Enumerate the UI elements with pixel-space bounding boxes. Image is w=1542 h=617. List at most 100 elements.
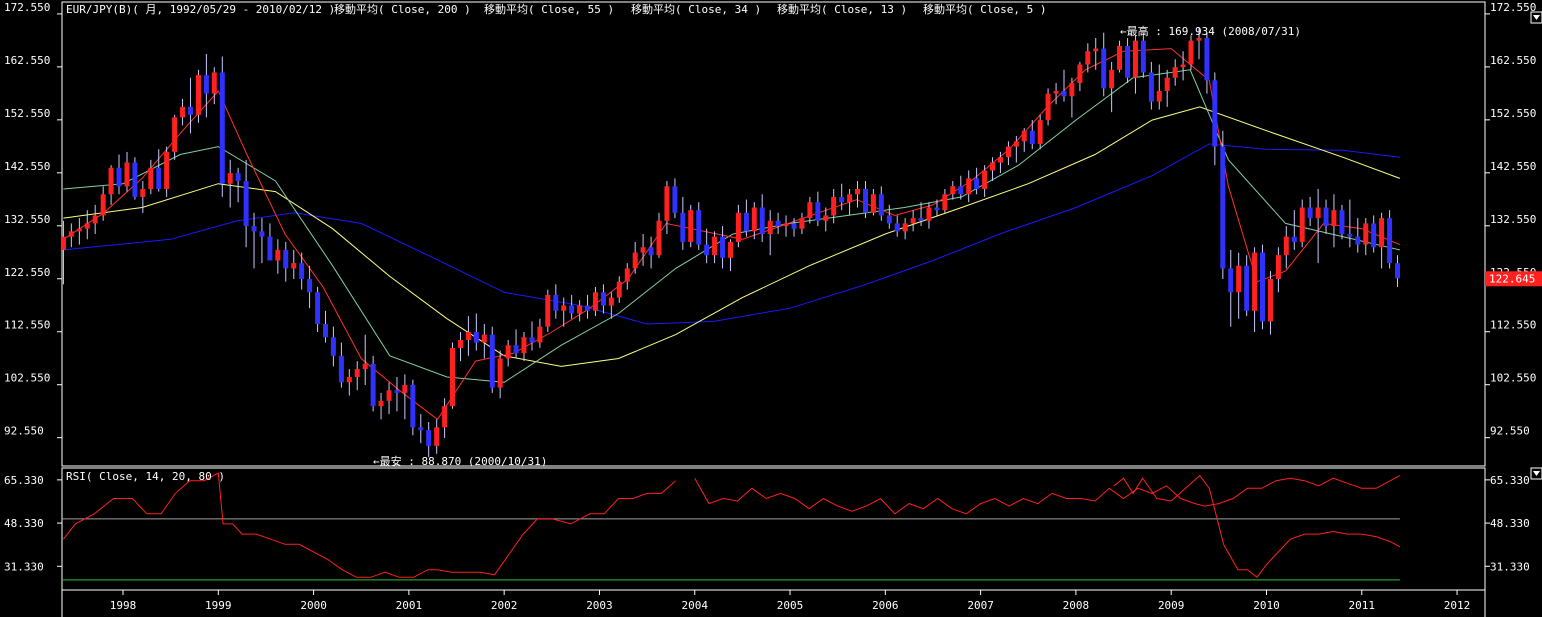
x-tick-label: 2004 xyxy=(681,599,708,612)
candle-down xyxy=(680,196,686,250)
candle-body xyxy=(775,220,781,227)
candle-down xyxy=(1323,199,1329,234)
candle-body xyxy=(997,157,1003,163)
candle-body xyxy=(1021,130,1027,142)
x-tick-label: 2002 xyxy=(491,599,518,612)
price-panel-collapse-button[interactable] xyxy=(1530,11,1542,24)
ma-line-3 xyxy=(63,48,1401,421)
candle-body xyxy=(291,263,297,269)
candle-down xyxy=(1204,32,1210,94)
candle-up xyxy=(124,151,130,192)
candle-up xyxy=(172,114,178,160)
ma-line-0 xyxy=(63,143,1400,325)
candle-up xyxy=(1005,141,1011,166)
candle-body xyxy=(116,167,122,187)
candle-body xyxy=(799,218,805,229)
candle-body xyxy=(346,377,352,383)
candle-body xyxy=(1069,83,1075,97)
candle-up xyxy=(1156,64,1162,110)
candle-body xyxy=(211,72,217,94)
candle-body xyxy=(664,186,670,221)
ma-label-200: 移動平均( Close, 200 ) xyxy=(334,2,471,16)
candle-up xyxy=(442,398,448,438)
candle-body xyxy=(108,167,114,195)
candle-up xyxy=(1053,83,1059,105)
candle-up xyxy=(910,210,916,232)
header-symbol-label: EUR/JPY(B)( 月, 1992/05/29 - 2010/02/12 ) xyxy=(66,3,335,16)
candle-body xyxy=(148,167,154,189)
candle-down xyxy=(704,228,710,264)
ma-label-34: 移動平均( Close, 34 ) xyxy=(631,2,761,16)
candle-up xyxy=(180,98,186,126)
candle-down xyxy=(585,294,591,319)
candle-body xyxy=(394,390,400,393)
candle-body xyxy=(704,244,710,256)
candle-body xyxy=(680,212,686,242)
candle-body xyxy=(418,427,424,430)
candle-body xyxy=(854,188,860,195)
candle-body xyxy=(1125,45,1131,78)
candle-body xyxy=(894,223,900,232)
candle-up xyxy=(640,234,646,266)
candle-body xyxy=(1315,207,1321,219)
candle-body xyxy=(1029,130,1035,144)
candle-body xyxy=(1339,210,1345,234)
candle-up xyxy=(950,181,956,200)
candle-down xyxy=(958,175,964,200)
candle-body xyxy=(465,331,471,340)
candle-body xyxy=(497,358,503,388)
x-tick-label: 2007 xyxy=(967,599,994,612)
candle-body xyxy=(1259,252,1265,322)
candle-up xyxy=(1252,247,1258,332)
candle-body xyxy=(958,186,964,195)
rsi-line-segment-2 xyxy=(1113,474,1401,579)
candle-down xyxy=(1244,255,1250,317)
candle-body xyxy=(1323,207,1329,227)
candle-down xyxy=(370,355,376,412)
candle-down xyxy=(299,252,305,290)
candle-up xyxy=(1188,35,1194,70)
candle-body xyxy=(1267,279,1273,322)
rsi-panel-collapse-button[interactable] xyxy=(1530,467,1542,480)
candle-body xyxy=(1077,64,1083,84)
candle-body xyxy=(735,212,741,242)
candle-down xyxy=(267,223,273,261)
candle-body xyxy=(942,194,948,211)
candle-body xyxy=(1164,77,1170,91)
candle-down xyxy=(322,310,328,343)
candle-up xyxy=(1379,212,1385,269)
candle-up xyxy=(1172,59,1178,86)
candle-up xyxy=(195,69,201,123)
candle-up xyxy=(616,276,622,303)
candle-body xyxy=(370,363,376,407)
y-tick-label-right: 102.550 xyxy=(1490,372,1536,385)
candle-down xyxy=(1220,130,1226,280)
candle-body xyxy=(1172,67,1178,78)
candle-body xyxy=(1299,207,1305,242)
candle-body xyxy=(164,151,170,189)
candle-down xyxy=(219,56,225,197)
y-tick-label-right: 162.550 xyxy=(1490,54,1536,67)
candle-body xyxy=(132,162,138,197)
candle-up xyxy=(735,204,741,248)
y-tick-label-right: 112.550 xyxy=(1490,319,1536,332)
candle-body xyxy=(1291,236,1297,242)
candle-up xyxy=(362,334,368,385)
candle-down xyxy=(775,212,781,234)
rsi-title: RSI( Close, 14, 20, 80 ) xyxy=(66,470,225,483)
candle-body xyxy=(92,215,98,224)
candle-down xyxy=(1387,210,1393,269)
y-tick-label-left: 142.550 xyxy=(4,160,50,173)
candle-body xyxy=(330,337,336,356)
candle-down xyxy=(410,379,416,436)
last-price-tag: 122.645 xyxy=(1485,271,1542,287)
candle-body xyxy=(561,305,567,311)
candle-body xyxy=(156,167,162,189)
candle-body xyxy=(1148,72,1154,102)
candle-up xyxy=(458,331,464,362)
candle-down xyxy=(235,167,241,203)
candle-up xyxy=(966,170,972,203)
candle-body xyxy=(140,188,146,197)
candle-up xyxy=(1283,226,1289,269)
